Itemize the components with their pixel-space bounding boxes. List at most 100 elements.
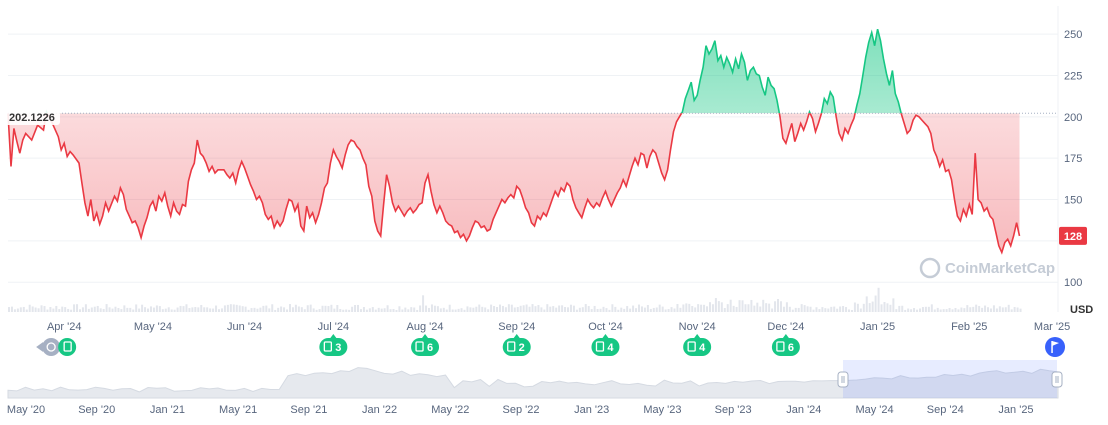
volume-bar (191, 307, 194, 312)
navigator[interactable]: May '20 Sep '20 Jan '21 May '21 Sep '21 Jan '… (7, 360, 1063, 416)
volume-bar (365, 309, 368, 312)
volume-bar (268, 308, 271, 312)
volume-bar (428, 307, 430, 312)
history-icon (46, 342, 56, 352)
volume-bar (309, 304, 312, 312)
volume-bar (407, 309, 410, 312)
current-price-tag: 128 (1059, 226, 1087, 245)
news-badge[interactable]: 2 (502, 334, 531, 356)
x-tick-label: Nov '24 (679, 321, 716, 333)
volume-bar (37, 308, 40, 312)
volume-bar (76, 304, 79, 312)
volume-bar (682, 304, 685, 312)
volume-bar (280, 306, 283, 312)
navigator-tick-label: May '22 (431, 404, 469, 416)
volume-bar (788, 306, 791, 312)
volume-bar (842, 306, 845, 312)
navigator-left-handle[interactable] (837, 371, 849, 388)
volume-bar (445, 309, 448, 312)
volume-bar (294, 304, 297, 312)
volume-bar (543, 309, 546, 312)
volume-bar (244, 306, 247, 312)
volume-bar (652, 307, 655, 312)
volume-bar (638, 304, 640, 312)
volume-bar (147, 308, 150, 312)
volume-bar (667, 309, 670, 312)
volume-bar (22, 306, 25, 312)
volume-bar (206, 307, 209, 312)
volume-bar (1010, 309, 1013, 312)
volume-bar (629, 308, 632, 312)
volume-bar (105, 304, 108, 312)
volume-bar (164, 308, 167, 312)
volume-bar (963, 308, 966, 312)
volume-bar (61, 306, 64, 312)
price-lines (7, 29, 1021, 255)
news-badge[interactable]: 4 (683, 334, 712, 356)
flag-badge[interactable] (1045, 337, 1066, 357)
volume-bar (534, 306, 537, 312)
news-badge[interactable]: 6 (411, 334, 440, 356)
news-badge[interactable] (36, 338, 77, 356)
volume-bar (640, 306, 643, 312)
volume-bar (632, 305, 635, 312)
volume-bar (451, 309, 454, 312)
volume-bar (404, 307, 407, 312)
x-axis: Apr '24 May '24 Jun '24 Jul '24 Aug '24 Sep '… (47, 321, 1070, 333)
volume-bar (803, 305, 806, 312)
volume-bar (419, 305, 422, 312)
volume-bar (774, 301, 777, 312)
volume-bar (291, 307, 294, 312)
volume-bar (729, 299, 732, 312)
volume-bar (442, 307, 445, 312)
volume-bar (123, 305, 126, 312)
navigator-selection[interactable] (843, 360, 1057, 398)
volume-bar (942, 309, 945, 312)
volume-bar (262, 305, 265, 312)
volume-bar (149, 306, 152, 312)
volume-bar (1019, 308, 1022, 312)
volume-bar (259, 307, 262, 312)
volume-bar (930, 304, 933, 312)
x-tick-label: Oct '24 (588, 321, 623, 333)
navigator-tick-label: Jan '25 (998, 404, 1033, 416)
navigator-tick-label: May '24 (855, 404, 893, 416)
volume-bar (744, 304, 747, 312)
volume-bar (182, 306, 185, 312)
volume-bar (16, 308, 19, 312)
volume-bar (907, 308, 910, 312)
navigator-right-handle[interactable] (1051, 371, 1063, 388)
volume-bar (880, 304, 883, 312)
volume-bar (995, 308, 998, 312)
volume-bar (111, 308, 114, 312)
volume-bar (569, 304, 572, 312)
volume-bar (422, 295, 425, 312)
volume-bar (732, 305, 735, 312)
news-badge[interactable]: 6 (771, 334, 800, 356)
volume-bar (765, 303, 768, 312)
volume-bar (167, 307, 170, 312)
volume-bar (818, 309, 821, 312)
volume-bar (646, 305, 649, 312)
volume-bar (898, 305, 901, 312)
volume-bar (561, 305, 564, 312)
news-badge[interactable]: 3 (319, 334, 348, 356)
volume-bar (998, 306, 1001, 312)
volume-bar (132, 309, 135, 312)
volume-bar (989, 308, 992, 312)
volume-bar (155, 305, 158, 312)
watermark-text: CoinMarketCap (945, 260, 1055, 277)
area-fill-below (8, 113, 1020, 253)
y-tick-label: 175 (1064, 153, 1082, 165)
volume-bar (593, 305, 596, 312)
volume-bar (265, 305, 268, 312)
volume-bar (58, 309, 61, 312)
volume-bar (661, 306, 664, 312)
news-badge[interactable]: 4 (591, 334, 620, 356)
document-icon (776, 341, 785, 352)
volume-bar (229, 304, 232, 312)
event-badges[interactable]: 3 6 2 4 4 6 (36, 334, 1066, 357)
document-icon (507, 341, 516, 352)
badge-count: 4 (699, 342, 706, 354)
